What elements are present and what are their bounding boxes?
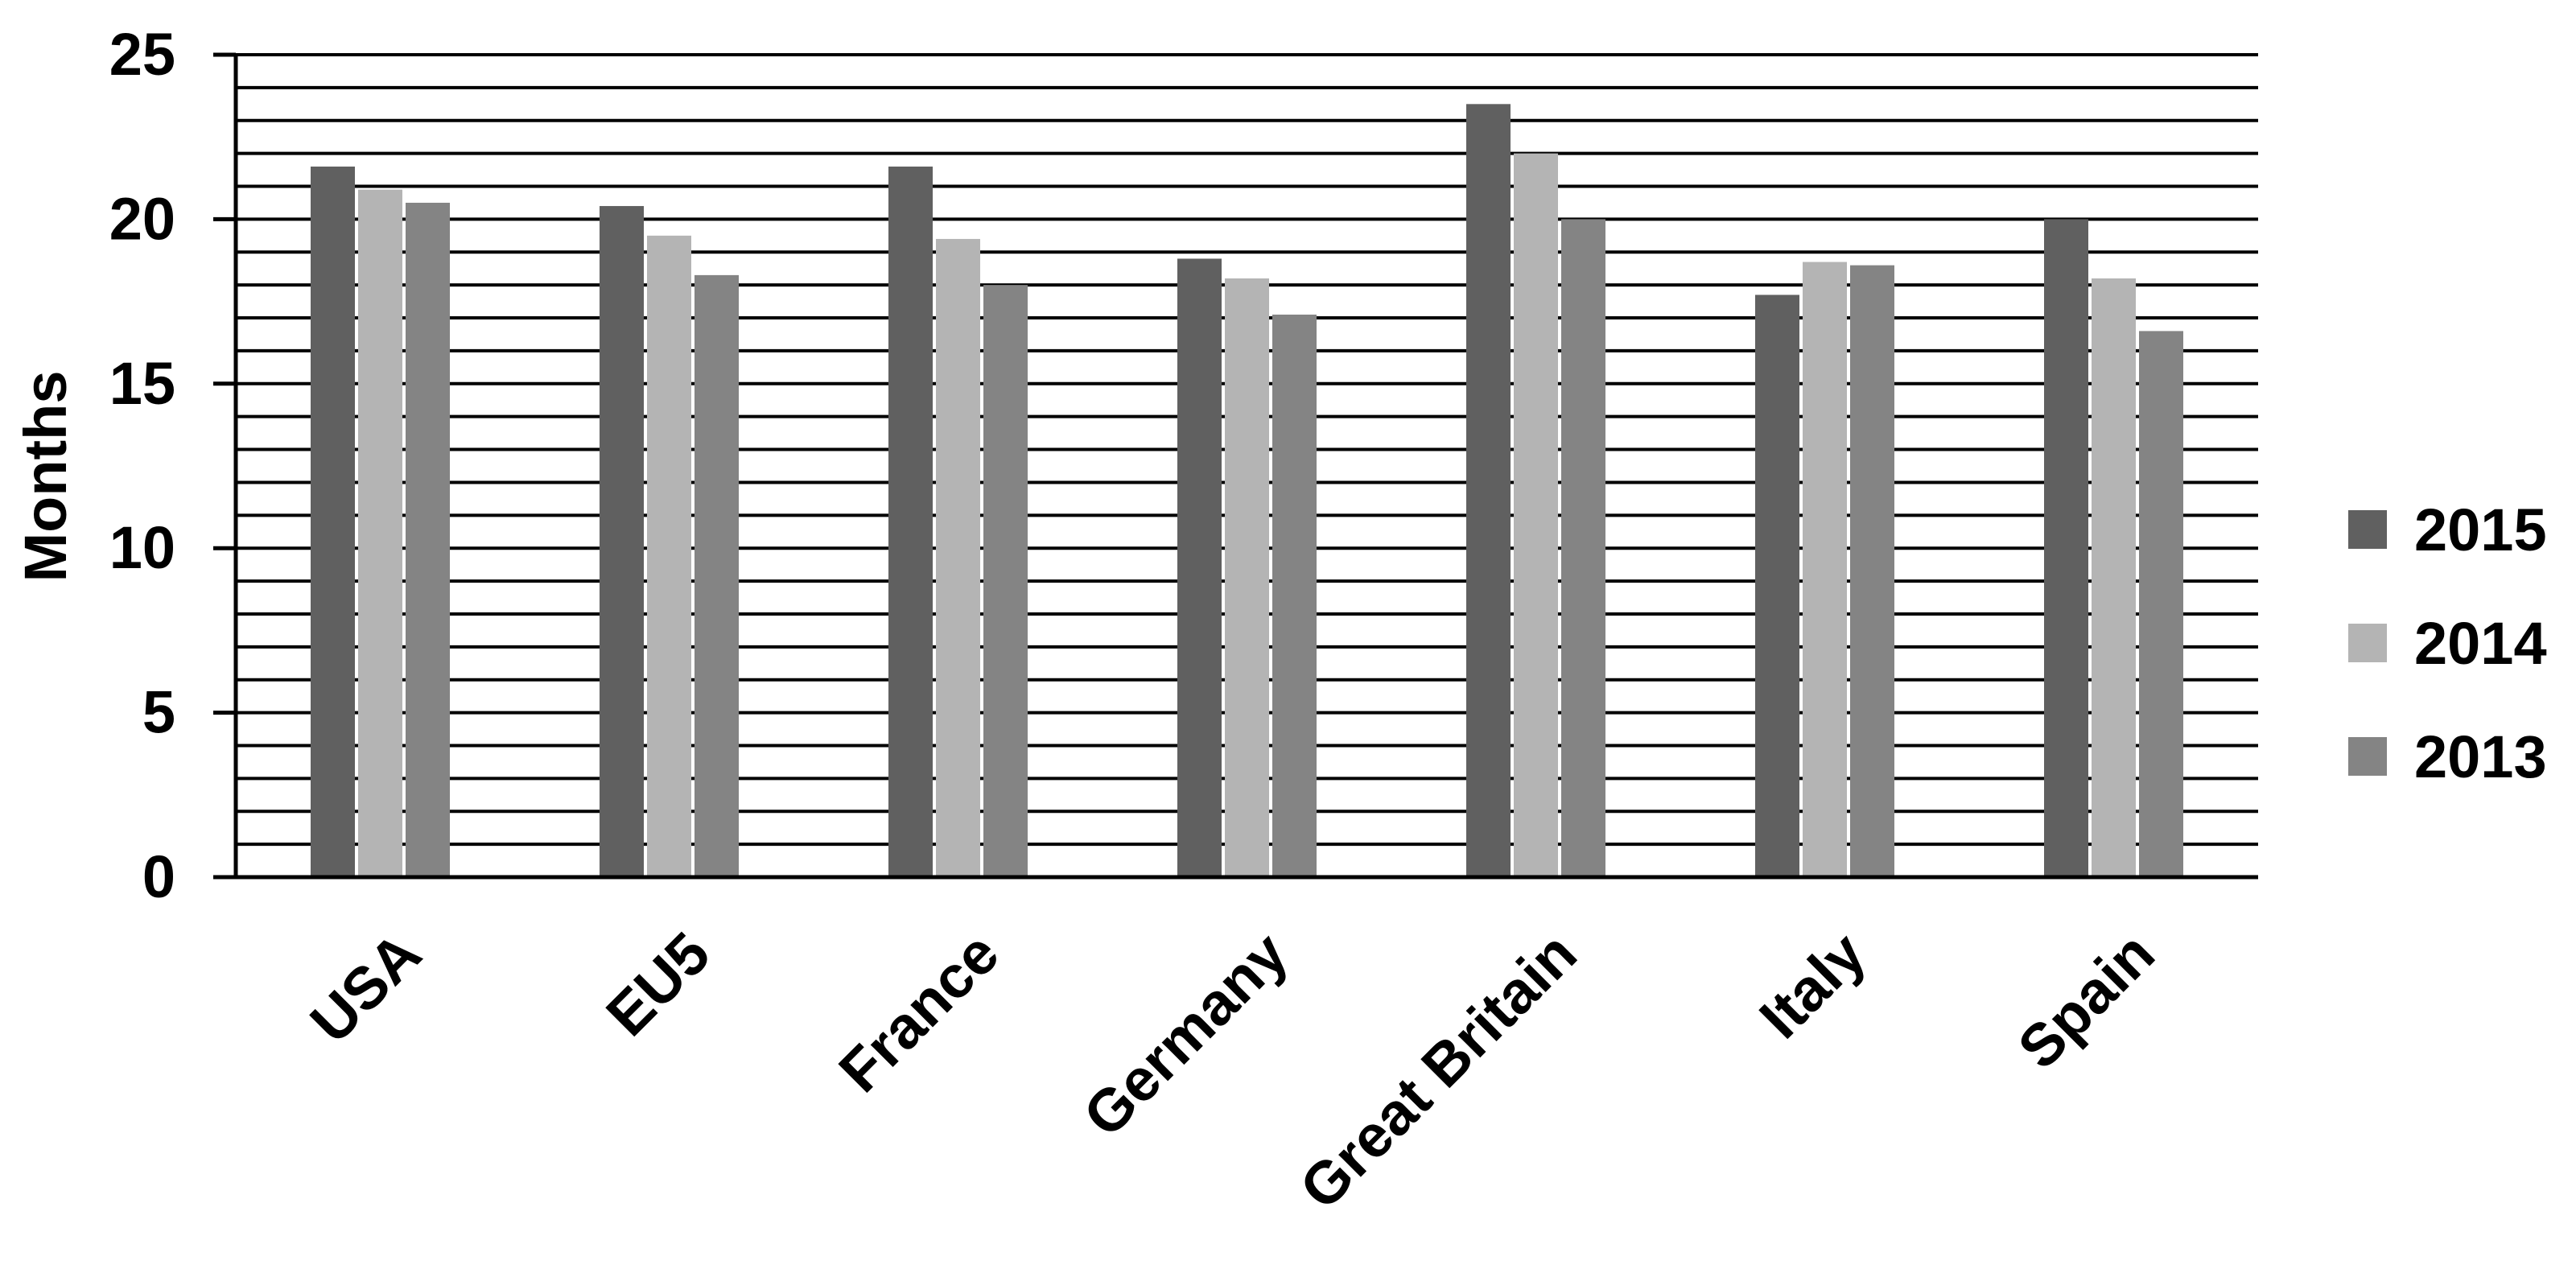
legend-swatch xyxy=(2348,510,2387,549)
x-tick-label: Great Britain xyxy=(1287,920,1589,1222)
legend: 2015 2014 2013 xyxy=(2348,497,2547,790)
bar-2013-france xyxy=(983,285,1028,877)
x-tick-label: Italy xyxy=(1746,920,1877,1051)
x-tick-label: EU5 xyxy=(593,920,722,1049)
y-tick-label: 10 xyxy=(109,514,175,581)
y-tick-label: 20 xyxy=(109,185,175,252)
bar-2015-italy xyxy=(1755,295,1799,877)
bar-2015-france xyxy=(888,166,933,877)
x-tick-label: France xyxy=(826,920,1012,1105)
bar-2014-great-britain xyxy=(1514,153,1558,877)
bar-2014-italy xyxy=(1803,262,1847,877)
bar-2014-france xyxy=(936,238,980,878)
bar-2014-eu5 xyxy=(647,235,691,878)
bar-2014-spain xyxy=(2092,278,2136,877)
bar-2015-great-britain xyxy=(1466,104,1511,877)
bar-2013-eu5 xyxy=(694,274,739,877)
bar-2013-great-britain xyxy=(1561,219,1605,877)
axes xyxy=(213,52,2258,880)
bar-2013-italy xyxy=(1850,265,1894,878)
y-tick-label: 25 xyxy=(109,21,175,88)
legend-label: 2014 xyxy=(2414,610,2547,677)
bars xyxy=(311,104,2183,878)
legend-swatch xyxy=(2348,737,2387,776)
y-tick-label: 15 xyxy=(109,350,175,417)
bar-2013-germany xyxy=(1272,314,1317,877)
bar-2014-usa xyxy=(358,189,402,877)
bar-2013-usa xyxy=(406,202,450,877)
x-tick-label: Spain xyxy=(2005,920,2167,1082)
y-tick-label: 0 xyxy=(142,843,175,910)
y-axis-label: Months xyxy=(12,370,79,582)
y-tick-label: 5 xyxy=(142,679,175,746)
x-tick-label: Germany xyxy=(1070,920,1300,1150)
legend-swatch xyxy=(2348,624,2387,662)
bar-2015-germany xyxy=(1177,258,1222,877)
bar-2015-spain xyxy=(2044,219,2088,877)
y-tick-labels: 0 5 10 15 20 25 xyxy=(109,21,175,910)
bar-2015-eu5 xyxy=(600,206,644,878)
x-tick-label: USA xyxy=(298,920,434,1056)
legend-label: 2013 xyxy=(2414,723,2547,790)
bar-2015-usa xyxy=(311,166,355,877)
bar-2013-spain xyxy=(2139,331,2183,878)
bar-2014-germany xyxy=(1225,278,1269,877)
legend-label: 2015 xyxy=(2414,497,2547,563)
